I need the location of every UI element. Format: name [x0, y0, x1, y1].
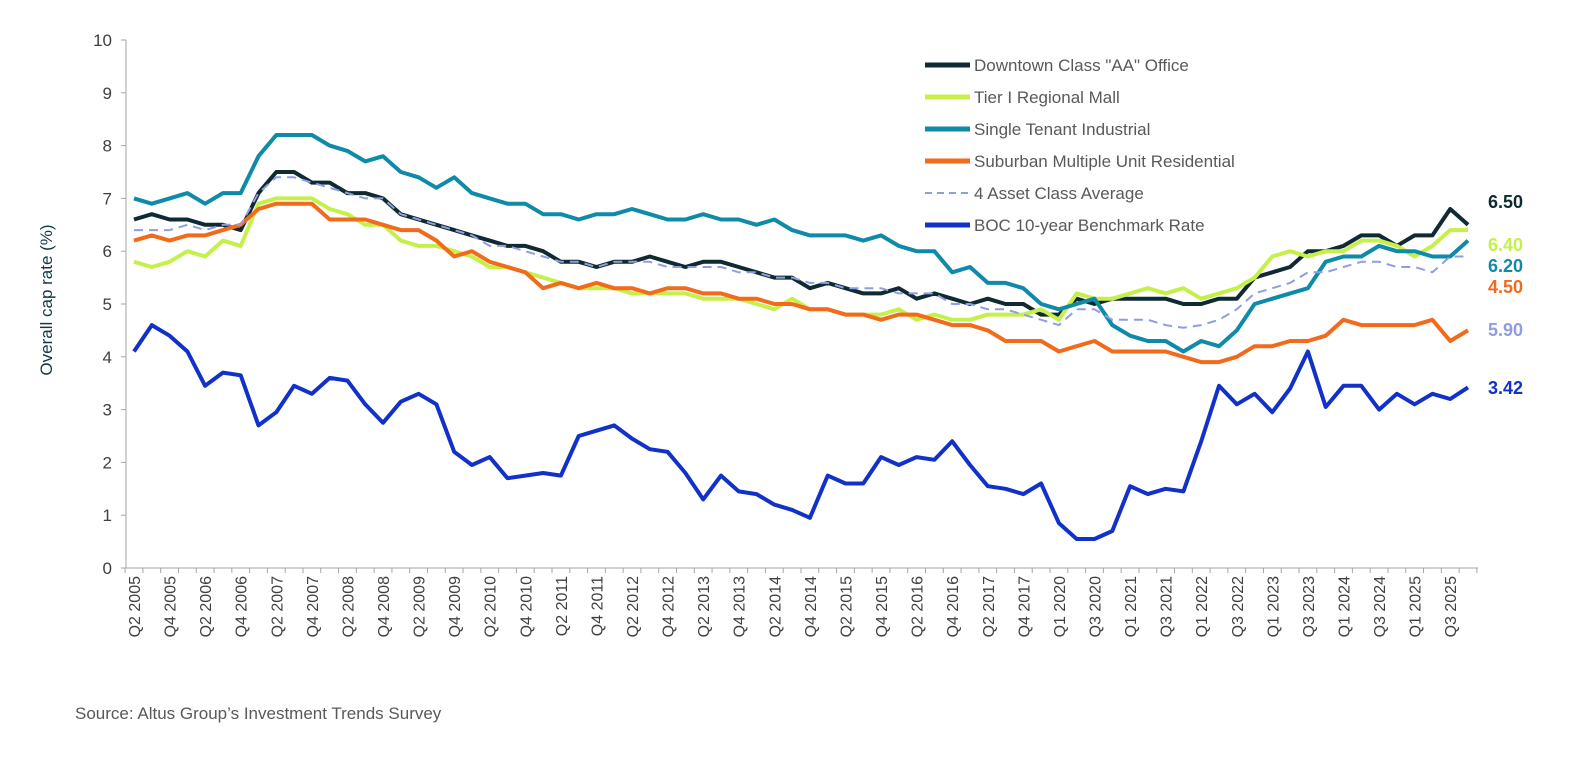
- y-tick-label: 9: [103, 84, 112, 103]
- series-line-2: [133, 133, 1470, 354]
- x-tick-label: Q3 2023: [1301, 576, 1318, 637]
- y-tick-label: 4: [103, 348, 112, 367]
- x-tick-label: Q3 2020: [1087, 576, 1104, 637]
- x-tick-label: Q2 2016: [910, 576, 927, 637]
- x-tick-label: Q3 2025: [1443, 576, 1460, 637]
- x-tick-label: Q2 2014: [767, 576, 784, 637]
- legend-label: 4 Asset Class Average: [974, 184, 1144, 203]
- x-tick-label: Q4 2009: [447, 576, 464, 637]
- end-value-label: 3.42: [1488, 378, 1523, 398]
- legend-label: BOC 10-year Benchmark Rate: [974, 216, 1205, 235]
- x-tick-label: Q4 2016: [945, 576, 962, 637]
- y-tick-label: 6: [103, 242, 112, 261]
- y-tick-label: 1: [103, 506, 112, 525]
- x-tick-label: Q3 2022: [1230, 576, 1247, 637]
- end-value-label: 6.20: [1488, 256, 1523, 276]
- x-tick-label: Q2 2015: [838, 576, 855, 637]
- x-tick-label: Q1 2021: [1123, 576, 1140, 637]
- x-tick-label: Q1 2023: [1265, 576, 1282, 637]
- end-value-label: 6.50: [1488, 192, 1523, 212]
- x-tick-label: Q4 2007: [305, 576, 322, 637]
- x-tick-label: Q4 2015: [874, 576, 891, 637]
- x-tick-label: Q4 2008: [376, 576, 393, 637]
- x-tick-label: Q4 2010: [518, 576, 535, 637]
- x-tick-label: Q2 2008: [340, 576, 357, 637]
- x-tick-label: Q4 2014: [803, 576, 820, 637]
- x-tick-label: Q1 2020: [1052, 576, 1069, 637]
- y-tick-label: 7: [103, 189, 112, 208]
- x-tick-label: Q2 2010: [483, 576, 500, 637]
- x-tick-label: Q2 2013: [696, 576, 713, 637]
- y-tick-label: 2: [103, 453, 112, 472]
- y-tick-label: 0: [103, 559, 112, 578]
- x-tick-label: Q3 2021: [1159, 576, 1176, 637]
- y-tick-label: 3: [103, 401, 112, 420]
- legend-label: Suburban Multiple Unit Residential: [974, 152, 1235, 171]
- x-tick-label: Q4 2017: [1016, 576, 1033, 637]
- x-tick-label: Q4 2006: [234, 576, 251, 637]
- x-tick-label: Q4 2012: [661, 576, 678, 637]
- legend-label: Downtown Class "AA" Office: [974, 56, 1189, 75]
- x-tick-label: Q1 2024: [1336, 576, 1353, 637]
- x-tick-label: Q2 2005: [127, 576, 144, 637]
- end-value-label: 5.90: [1488, 320, 1523, 340]
- y-axis-title: Overall cap rate (%): [37, 224, 56, 375]
- x-tick-label: Q4 2005: [163, 576, 180, 637]
- y-tick-label: 10: [93, 31, 112, 50]
- x-tick-label: Q2 2011: [554, 576, 571, 636]
- y-tick-label: 8: [103, 137, 112, 156]
- x-tick-label: Q3 2024: [1372, 576, 1389, 637]
- end-value-label: 4.50: [1488, 277, 1523, 297]
- x-tick-label: Q2 2007: [269, 576, 286, 637]
- x-tick-label: Q2 2006: [198, 576, 215, 637]
- y-tick-label: 5: [103, 295, 112, 314]
- x-tick-label: Q4 2011: [589, 576, 606, 636]
- x-tick-label: Q2 2017: [981, 576, 998, 637]
- source-note: Source: Altus Group’s Investment Trends …: [75, 704, 442, 723]
- x-tick-label: Q1 2022: [1194, 576, 1211, 637]
- x-tick-label: Q1 2025: [1408, 576, 1425, 637]
- series-line-3: [133, 201, 1470, 365]
- legend-label: Single Tenant Industrial: [974, 120, 1150, 139]
- x-tick-label: Q2 2009: [412, 576, 429, 637]
- legend-label: Tier I Regional Mall: [974, 88, 1120, 107]
- end-value-label: 6.40: [1488, 235, 1523, 255]
- series-line-0: [133, 170, 1470, 317]
- series-line-5: [132, 323, 1470, 541]
- x-tick-label: Q4 2013: [732, 576, 749, 637]
- line-chart: 0 1 2 3 4 5 6 7 8 9 10 Overall cap rate (%) Q2 2005 Q…: [37, 31, 1523, 637]
- x-tick-label: Q2 2012: [625, 576, 642, 637]
